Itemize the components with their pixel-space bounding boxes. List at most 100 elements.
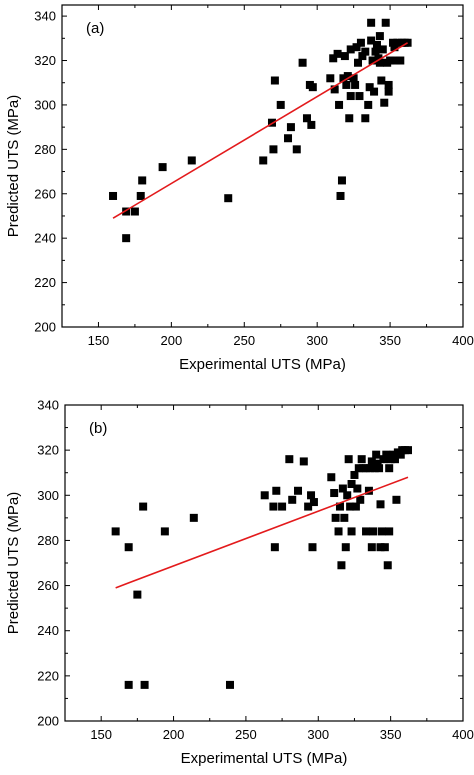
scatter-point (330, 85, 339, 94)
y-tick-label: 320 (37, 443, 59, 458)
y-tick-label: 280 (34, 142, 56, 157)
scatter-point (225, 680, 234, 689)
scatter-point (342, 80, 351, 89)
scatter-point (380, 543, 389, 552)
scatter-point (329, 54, 338, 63)
scatter-point (357, 455, 366, 464)
scatter-series (109, 18, 412, 243)
scatter-point (393, 38, 402, 47)
scatter-point (351, 502, 360, 511)
scatter-point (354, 464, 363, 473)
scatter-point (299, 457, 308, 466)
scatter-point (189, 513, 198, 522)
scatter-point (346, 92, 355, 101)
x-tick-label: 300 (307, 727, 329, 742)
y-tick-label: 240 (34, 231, 56, 246)
scatter-point (326, 74, 335, 83)
scatter-point (272, 486, 281, 495)
scatter-point (292, 145, 301, 154)
scatter-point (378, 45, 387, 54)
scatter-point (379, 455, 388, 464)
scatter-point (354, 58, 363, 67)
plot-frame (61, 4, 464, 328)
scatter-point (390, 455, 399, 464)
scatter-point (276, 100, 285, 109)
y-tick-label: 240 (37, 623, 59, 638)
scatter-point (309, 498, 318, 507)
panel-label: (a) (86, 20, 104, 37)
x-tick-label: 250 (233, 333, 255, 348)
scatter-point (308, 543, 317, 552)
scatter-point (376, 543, 385, 552)
scatter-point (339, 74, 348, 83)
y-axis-label: Predicted UTS (MPa) (5, 492, 22, 635)
scatter-point (349, 74, 358, 83)
y-tick-label: 280 (37, 533, 59, 548)
scatter-point (383, 561, 392, 570)
scatter-point (158, 163, 167, 172)
x-tick-label: 350 (380, 727, 402, 742)
scatter-point (373, 459, 382, 468)
y-tick-label: 200 (34, 320, 56, 335)
scatter-point (368, 56, 377, 65)
scatter-point (109, 191, 118, 200)
scatter-point (139, 502, 148, 511)
scatter-point (285, 455, 294, 464)
scatter-point (122, 207, 131, 216)
scatter-point (278, 502, 287, 511)
scatter-point (122, 234, 131, 243)
scatter-point (396, 450, 405, 459)
scatter-point (367, 18, 376, 27)
scatter-point (372, 40, 381, 49)
scatter-point (308, 83, 317, 92)
y-tick-label: 220 (37, 668, 59, 683)
x-axis-label: Experimental UTS (MPa) (181, 750, 348, 767)
y-tick-label: 300 (34, 97, 56, 112)
scatter-point (358, 52, 367, 61)
scatter-point (140, 680, 149, 689)
scatter-point (390, 43, 399, 52)
scatter-point (356, 38, 365, 47)
scatter-point (375, 464, 384, 473)
scatter-point (374, 54, 383, 63)
scatter-point (367, 457, 376, 466)
scatter-point (362, 464, 371, 473)
scatter-point (269, 145, 278, 154)
panel-label: (b) (89, 420, 107, 437)
scatter-point (370, 87, 379, 96)
y-tick-label: 320 (34, 53, 56, 68)
scatter-point (260, 491, 269, 500)
scatter-point (270, 76, 279, 85)
scatter-point (392, 495, 401, 504)
scatter-point (369, 527, 378, 536)
scatter-point (385, 464, 394, 473)
y-tick-label: 260 (34, 186, 56, 201)
y-tick-label: 260 (37, 578, 59, 593)
scatter-point (366, 464, 375, 473)
scatter-point (347, 527, 356, 536)
scatter-point (372, 450, 381, 459)
x-tick-label: 200 (163, 727, 185, 742)
y-axis-label: Predicted UTS (MPa) (5, 95, 22, 238)
x-axis-label: Experimental UTS (MPa) (179, 356, 346, 373)
x-tick-label: 300 (306, 333, 328, 348)
scatter-point (356, 495, 365, 504)
scatter-point (345, 114, 354, 123)
scatter-point (367, 36, 376, 45)
scatter-point (340, 52, 349, 61)
scatter-point (355, 92, 364, 101)
scatter-point (302, 114, 311, 123)
scatter-point (364, 486, 373, 495)
scatter-point (343, 491, 352, 500)
scatter-point (365, 83, 374, 92)
x-tick-label: 250 (235, 727, 257, 742)
scatter-point (347, 480, 356, 488)
scatter-point (333, 49, 342, 58)
y-tick-label: 200 (37, 714, 59, 729)
x-tick-label: 150 (90, 727, 112, 742)
scatter-point (389, 38, 398, 47)
scatter-point (361, 47, 370, 56)
scatter-point (337, 176, 346, 185)
